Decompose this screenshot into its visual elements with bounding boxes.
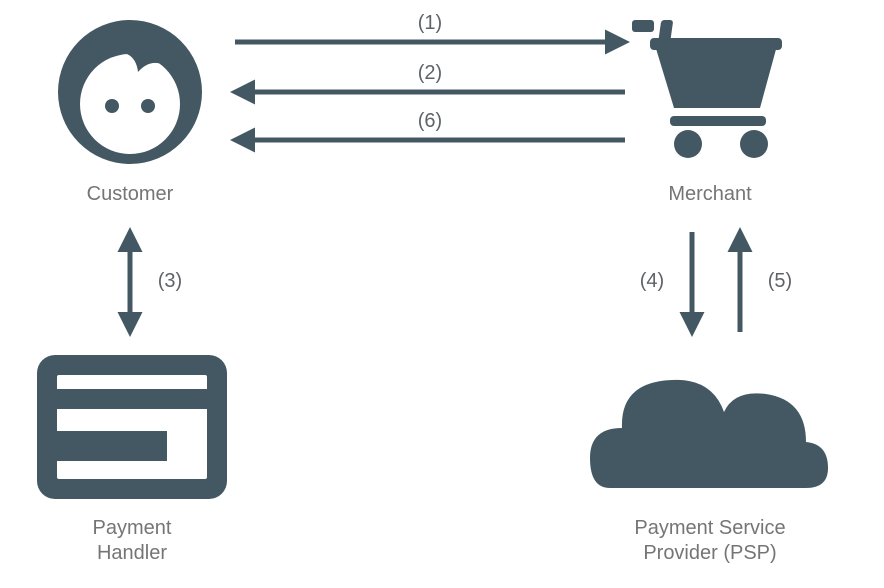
edge-4-label: (4) [632,270,672,293]
merchant-label: Merchant [640,182,780,207]
payment-handler-label: Payment Handler [52,516,212,566]
psp-label: Payment Service Provider (PSP) [590,516,830,566]
edge-6-label: (6) [410,110,450,133]
edge-3-label: (3) [150,270,190,293]
arrows-layer [0,0,884,588]
edge-1-label: (1) [410,12,450,35]
payment-flow-diagram: Customer Merchant Payment Handler Paymen… [0,0,884,588]
edge-2-label: (2) [410,62,450,85]
edge-5-label: (5) [760,270,800,293]
customer-label: Customer [60,182,200,207]
